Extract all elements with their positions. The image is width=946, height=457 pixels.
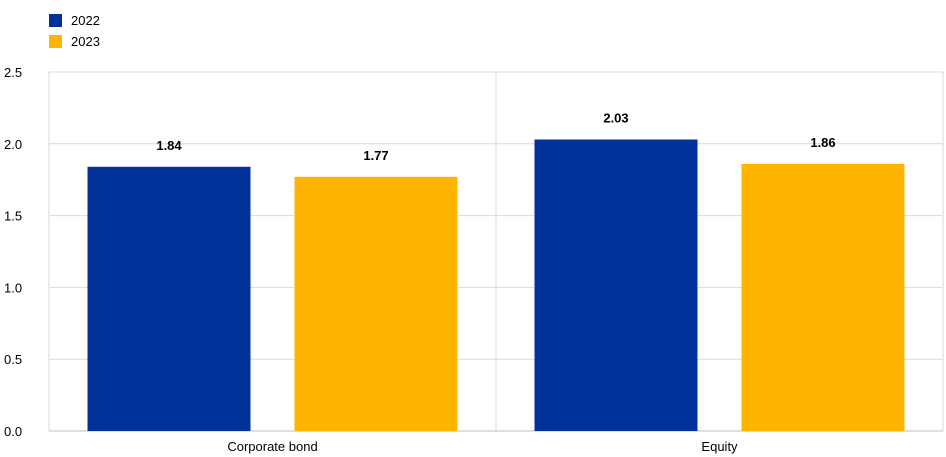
data-label: 1.84: [156, 138, 182, 153]
y-tick-label: 1.5: [4, 209, 22, 224]
x-tick-label: Corporate bond: [227, 439, 317, 454]
y-tick-label: 1.0: [4, 280, 22, 295]
y-tick-label: 2.0: [4, 137, 22, 152]
bar-2022-equity: [534, 139, 698, 431]
legend-label-2023: 2023: [71, 34, 100, 49]
x-tick-label: Equity: [701, 439, 738, 454]
legend-swatch-2023: [49, 35, 62, 48]
legend: 2022 2023: [49, 10, 100, 52]
y-tick-label: 0.0: [4, 424, 22, 439]
bar-2022-corporate-bond: [87, 166, 251, 431]
bar-2023-equity: [741, 163, 905, 432]
legend-item-2023: 2023: [49, 31, 100, 52]
y-tick-label: 0.5: [4, 352, 22, 367]
legend-label-2022: 2022: [71, 13, 100, 28]
y-tick-label: 2.5: [4, 65, 22, 80]
data-label: 1.77: [363, 148, 388, 163]
legend-swatch-2022: [49, 14, 62, 27]
data-label: 1.86: [810, 135, 835, 150]
legend-item-2022: 2022: [49, 10, 100, 31]
bar-2023-corporate-bond: [294, 176, 458, 431]
data-label: 2.03: [603, 110, 628, 125]
